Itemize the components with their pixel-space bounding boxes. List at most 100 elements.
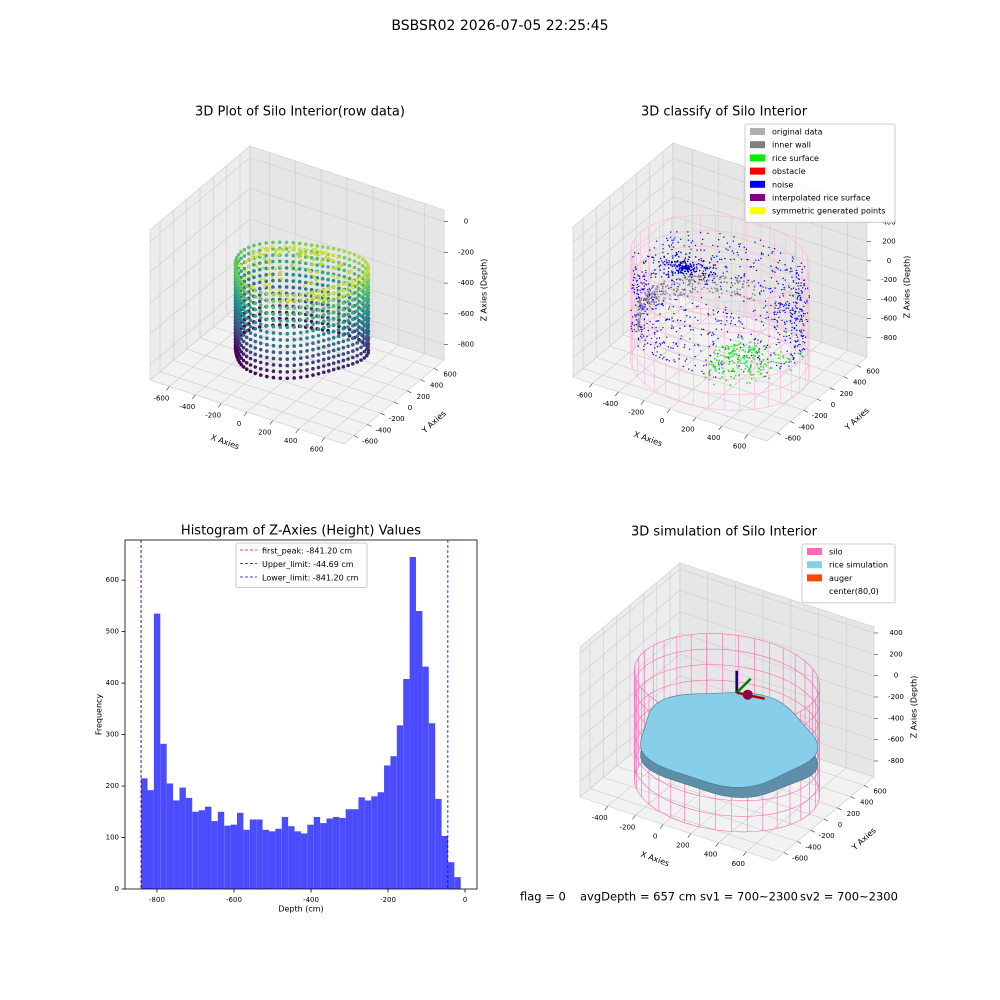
point [732, 350, 734, 352]
point [248, 337, 253, 342]
bar [224, 825, 231, 889]
tick-mark [192, 394, 196, 400]
point [342, 275, 347, 279]
point [768, 335, 771, 337]
point [687, 295, 689, 297]
point [737, 374, 740, 377]
point [690, 242, 692, 244]
point [711, 279, 714, 281]
point [704, 283, 706, 285]
point [271, 259, 275, 264]
point [277, 259, 282, 264]
point [791, 355, 794, 357]
point [785, 307, 787, 309]
point [286, 298, 290, 302]
point [359, 288, 363, 292]
point [754, 355, 756, 358]
point [652, 300, 655, 303]
x-tick-label: -600 [576, 391, 592, 399]
point [675, 252, 678, 254]
point [796, 345, 799, 347]
point [650, 274, 652, 276]
point [331, 284, 336, 289]
point [241, 326, 246, 331]
point [344, 281, 348, 285]
point [258, 296, 263, 301]
point [703, 276, 706, 279]
point [762, 253, 764, 255]
point [637, 321, 640, 324]
point [668, 262, 670, 264]
point [713, 343, 715, 345]
legend-swatch [807, 548, 822, 555]
point [698, 345, 700, 347]
point [366, 293, 370, 298]
point [791, 322, 793, 325]
point [730, 375, 732, 378]
point [355, 277, 359, 281]
point [284, 246, 289, 251]
point [745, 364, 748, 367]
point [660, 260, 663, 262]
grid-line [582, 218, 778, 433]
point [352, 259, 357, 263]
point [252, 281, 256, 286]
point [727, 249, 729, 251]
point [716, 275, 718, 277]
point [750, 360, 753, 363]
point [643, 306, 645, 309]
point [271, 318, 276, 323]
point [355, 334, 359, 339]
bar [268, 831, 276, 889]
point [759, 341, 762, 343]
point [746, 297, 749, 300]
point [327, 287, 331, 291]
point [722, 275, 725, 277]
point [746, 366, 749, 368]
point [794, 317, 796, 319]
point [656, 337, 658, 340]
figure-title: BSBSR02 2026-07-05 22:25:45 [391, 18, 608, 34]
point [711, 281, 714, 284]
point [714, 264, 717, 266]
point [774, 318, 776, 321]
point [338, 289, 342, 293]
point [745, 251, 747, 254]
tick-mark [367, 424, 372, 427]
point [730, 345, 733, 348]
point [352, 252, 357, 257]
point [734, 374, 737, 377]
point [285, 293, 290, 298]
point [316, 308, 321, 312]
point [793, 322, 796, 324]
point [326, 299, 331, 303]
point [637, 305, 640, 308]
point [687, 258, 689, 261]
point [674, 265, 676, 267]
point [743, 295, 746, 298]
point [355, 315, 359, 320]
point [689, 282, 692, 285]
point [671, 325, 673, 327]
y-tick-label: 200 [840, 390, 853, 398]
point [633, 252, 636, 254]
point [687, 368, 690, 370]
point [678, 263, 680, 266]
point [693, 267, 696, 269]
point [726, 242, 729, 244]
point [754, 309, 756, 312]
point [263, 257, 267, 261]
point [800, 290, 802, 292]
point [729, 316, 732, 318]
point [761, 353, 764, 356]
point [733, 345, 736, 348]
point [355, 360, 359, 364]
point [709, 266, 711, 268]
bar [364, 800, 372, 889]
point [316, 346, 321, 351]
point [638, 339, 640, 341]
point [640, 291, 642, 294]
point [760, 369, 762, 371]
point [265, 330, 269, 334]
point [677, 271, 680, 273]
